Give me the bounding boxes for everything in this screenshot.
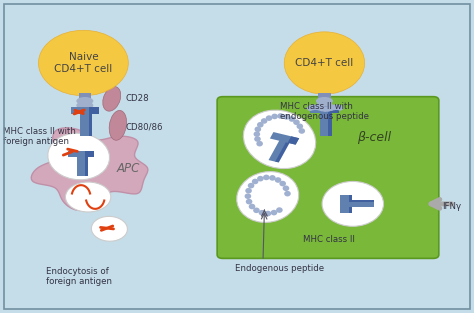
Bar [89,113,92,136]
Ellipse shape [316,105,322,110]
Ellipse shape [261,118,267,124]
Bar [349,201,374,207]
Polygon shape [270,132,299,145]
FancyBboxPatch shape [217,97,439,259]
Bar [328,106,338,113]
Ellipse shape [264,211,271,216]
Ellipse shape [307,105,314,111]
Bar [328,112,332,136]
Ellipse shape [316,101,333,110]
Text: MHC class II with
endogenous peptide: MHC class II with endogenous peptide [280,102,368,121]
Bar [89,107,99,114]
Ellipse shape [283,114,290,120]
Polygon shape [31,128,148,210]
Ellipse shape [245,193,251,199]
Bar [348,194,352,213]
Bar [80,113,90,136]
Ellipse shape [252,179,258,184]
Ellipse shape [271,210,277,215]
Text: Endogenous peptide: Endogenous peptide [235,264,324,273]
Text: Endocytosis of
foreign antigen: Endocytosis of foreign antigen [46,267,111,286]
Text: APC: APC [117,162,140,176]
Ellipse shape [237,172,299,223]
Ellipse shape [255,126,261,132]
Polygon shape [269,140,288,162]
Ellipse shape [65,182,111,212]
Ellipse shape [334,105,340,110]
Ellipse shape [284,32,365,94]
Ellipse shape [299,128,305,134]
Text: MHC class II: MHC class II [303,234,355,244]
Bar [310,106,338,113]
Ellipse shape [91,216,128,241]
Ellipse shape [284,191,291,197]
Bar [85,157,88,176]
Text: β-cell: β-cell [357,131,391,144]
Ellipse shape [269,175,276,181]
Bar [340,194,349,213]
Ellipse shape [76,101,93,110]
Ellipse shape [109,110,127,140]
Ellipse shape [76,97,93,105]
Ellipse shape [249,204,255,209]
Ellipse shape [48,133,109,180]
Ellipse shape [337,105,343,110]
Bar [79,93,91,103]
Ellipse shape [319,106,326,111]
Ellipse shape [331,105,337,110]
Ellipse shape [277,113,284,119]
Ellipse shape [263,175,270,180]
Polygon shape [275,142,290,162]
Ellipse shape [279,181,286,186]
Ellipse shape [257,176,264,182]
Ellipse shape [248,183,255,188]
Ellipse shape [38,30,128,96]
Text: CD80/86: CD80/86 [126,122,164,131]
Bar [85,151,94,157]
Ellipse shape [316,97,333,105]
Ellipse shape [245,188,252,193]
Ellipse shape [313,105,319,110]
Text: CD28: CD28 [126,94,150,103]
Text: CD4+T cell: CD4+T cell [295,58,354,68]
Ellipse shape [289,116,295,122]
Bar [71,107,99,114]
Text: IFNγ: IFNγ [443,202,462,211]
Ellipse shape [253,208,260,213]
Ellipse shape [256,141,263,146]
Bar [319,112,329,136]
Ellipse shape [246,199,252,204]
Ellipse shape [271,114,278,119]
Bar [68,151,94,157]
Ellipse shape [276,207,283,213]
Ellipse shape [283,186,289,191]
Ellipse shape [310,105,317,110]
Ellipse shape [293,120,300,125]
Ellipse shape [275,177,282,183]
Ellipse shape [322,182,383,226]
Polygon shape [288,136,299,145]
Ellipse shape [259,210,265,216]
Ellipse shape [257,122,264,128]
Text: MHC class II with
foreign antigen: MHC class II with foreign antigen [3,126,76,146]
Bar [318,93,330,103]
Ellipse shape [254,131,260,137]
Ellipse shape [266,115,273,121]
Ellipse shape [254,136,261,142]
Ellipse shape [325,106,331,112]
Ellipse shape [322,106,328,112]
Text: Naive
CD4+T cell: Naive CD4+T cell [55,52,112,74]
Bar [77,157,85,176]
Ellipse shape [328,105,334,111]
Ellipse shape [243,110,316,169]
Ellipse shape [103,86,121,111]
Ellipse shape [297,124,303,129]
Bar [349,199,374,202]
